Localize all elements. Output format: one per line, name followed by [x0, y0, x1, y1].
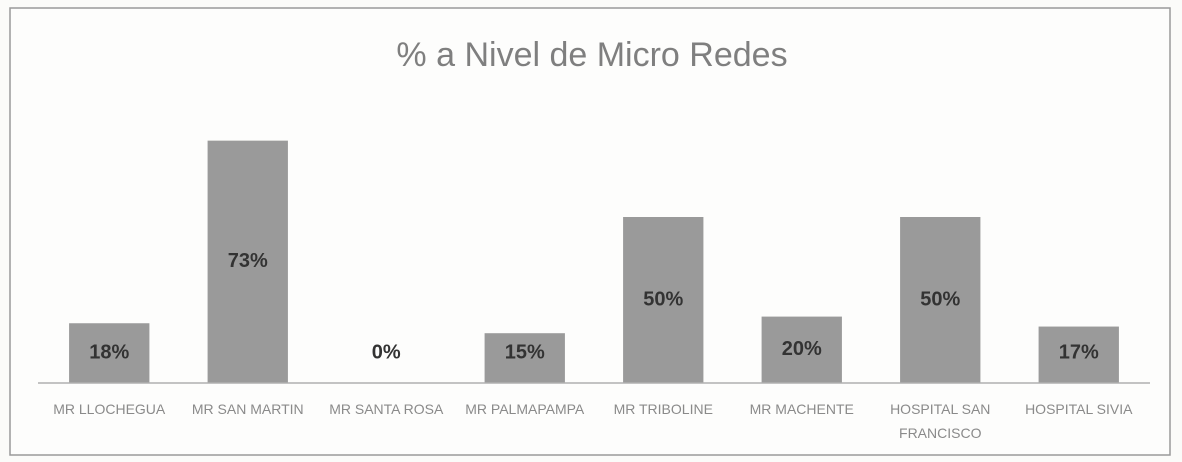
- bar: [1038, 326, 1119, 383]
- data-label: 50%: [920, 288, 960, 310]
- x-tick-label: MR PALMAPAMPA: [465, 401, 585, 417]
- bar: [623, 217, 704, 383]
- data-label: 50%: [643, 288, 683, 310]
- x-tick-label: MR SAN MARTIN: [191, 401, 304, 417]
- bar: [484, 333, 565, 383]
- data-label: 18%: [89, 341, 129, 363]
- x-tick-label: HOSPITAL SIVIA: [1025, 401, 1133, 417]
- x-tick-label: MR LLOCHEGUA: [53, 401, 166, 417]
- data-label: 15%: [505, 341, 545, 363]
- x-tick-label: MR MACHENTE: [749, 401, 854, 417]
- x-tick-label: MR SANTA ROSA: [329, 401, 444, 417]
- bar: [207, 140, 288, 383]
- bar: [761, 316, 842, 383]
- bar: [900, 217, 981, 383]
- data-label: 0%: [372, 341, 401, 363]
- x-tick-label: MR TRIBOLINE: [613, 401, 713, 417]
- bar: [69, 323, 150, 383]
- chart-title: % a Nivel de Micro Redes: [396, 36, 787, 74]
- chart-frame: [9, 7, 1171, 456]
- data-label: 17%: [1059, 341, 1099, 363]
- data-label: 20%: [782, 338, 822, 360]
- data-label: 73%: [228, 250, 268, 272]
- x-tick-label: HOSPITAL SAN FRANCISCO: [890, 401, 991, 441]
